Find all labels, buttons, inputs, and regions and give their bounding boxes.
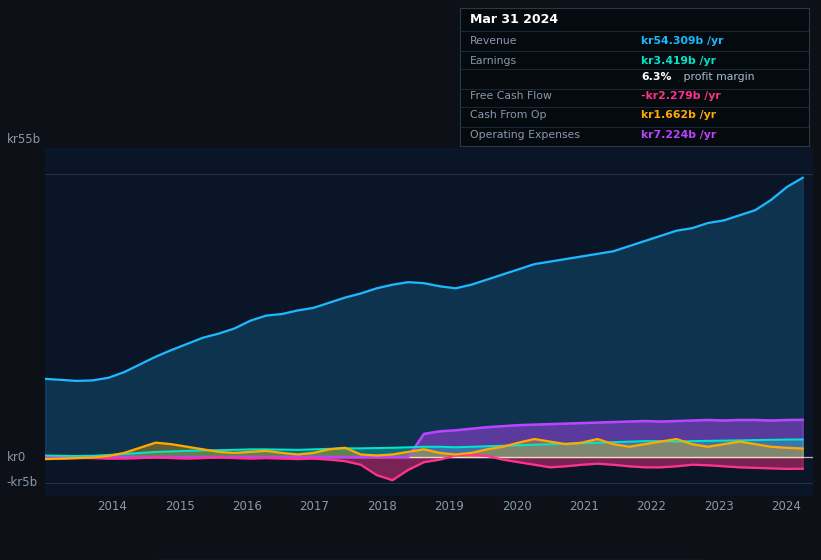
Text: kr0: kr0 (7, 451, 25, 464)
Text: Cash From Op: Cash From Op (470, 110, 547, 120)
Text: profit margin: profit margin (680, 72, 754, 82)
Text: Free Cash Flow: Free Cash Flow (470, 91, 552, 101)
Text: -kr5b: -kr5b (7, 476, 38, 489)
Text: Operating Expenses: Operating Expenses (470, 129, 580, 139)
Text: kr7.224b /yr: kr7.224b /yr (641, 129, 717, 139)
Text: -kr2.279b /yr: -kr2.279b /yr (641, 91, 721, 101)
Text: kr3.419b /yr: kr3.419b /yr (641, 55, 716, 66)
Text: 6.3%: 6.3% (641, 72, 672, 82)
Text: kr55b: kr55b (7, 133, 41, 146)
Text: kr54.309b /yr: kr54.309b /yr (641, 36, 723, 46)
Text: Revenue: Revenue (470, 36, 518, 46)
Text: Earnings: Earnings (470, 55, 517, 66)
Text: kr1.662b /yr: kr1.662b /yr (641, 110, 717, 120)
Text: Mar 31 2024: Mar 31 2024 (470, 13, 558, 26)
